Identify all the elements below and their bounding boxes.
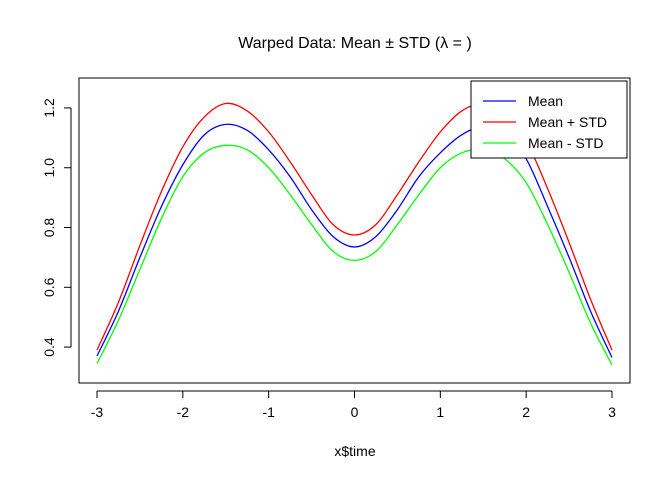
y-tick-label: 1.2 — [41, 98, 57, 118]
legend-mean-plus-std: Mean + STD — [483, 114, 607, 130]
x-axis: -3 -2 -1 0 1 2 3 — [91, 390, 616, 420]
x-tick-label: 1 — [436, 404, 444, 420]
x-tick-label: 2 — [522, 404, 530, 420]
legend-mean-minus-std: Mean - STD — [483, 135, 603, 151]
chart-title: Warped Data: Mean ± STD (λ = ) — [238, 35, 472, 52]
y-tick-label: 0.4 — [41, 337, 57, 357]
x-tick-label: -2 — [177, 404, 190, 420]
legend-box — [470, 80, 628, 159]
y-tick-label: 0.8 — [41, 218, 57, 238]
plot-frame — [78, 77, 631, 384]
x-tick-label: -1 — [262, 404, 275, 420]
y-tick-label: 1.0 — [41, 158, 57, 178]
series-line-mean-std — [96, 144, 613, 366]
legend-label: Mean - STD — [528, 135, 603, 151]
y-tick-label: 0.6 — [41, 277, 57, 297]
y-axis: 0.4 0.6 0.8 1.0 1.2 — [41, 98, 72, 357]
series-line-mean — [96, 123, 613, 358]
x-tick-label: 3 — [608, 404, 616, 420]
x-tick-label: 0 — [351, 404, 359, 420]
legend-label: Mean + STD — [528, 114, 607, 130]
legend-label: Mean — [528, 93, 563, 109]
legend-mean: Mean — [483, 93, 563, 109]
x-axis-title: x$time — [334, 443, 375, 459]
x-tick-label: -3 — [91, 404, 104, 420]
legend: Mean Mean + STD Mean - STD — [470, 80, 628, 159]
